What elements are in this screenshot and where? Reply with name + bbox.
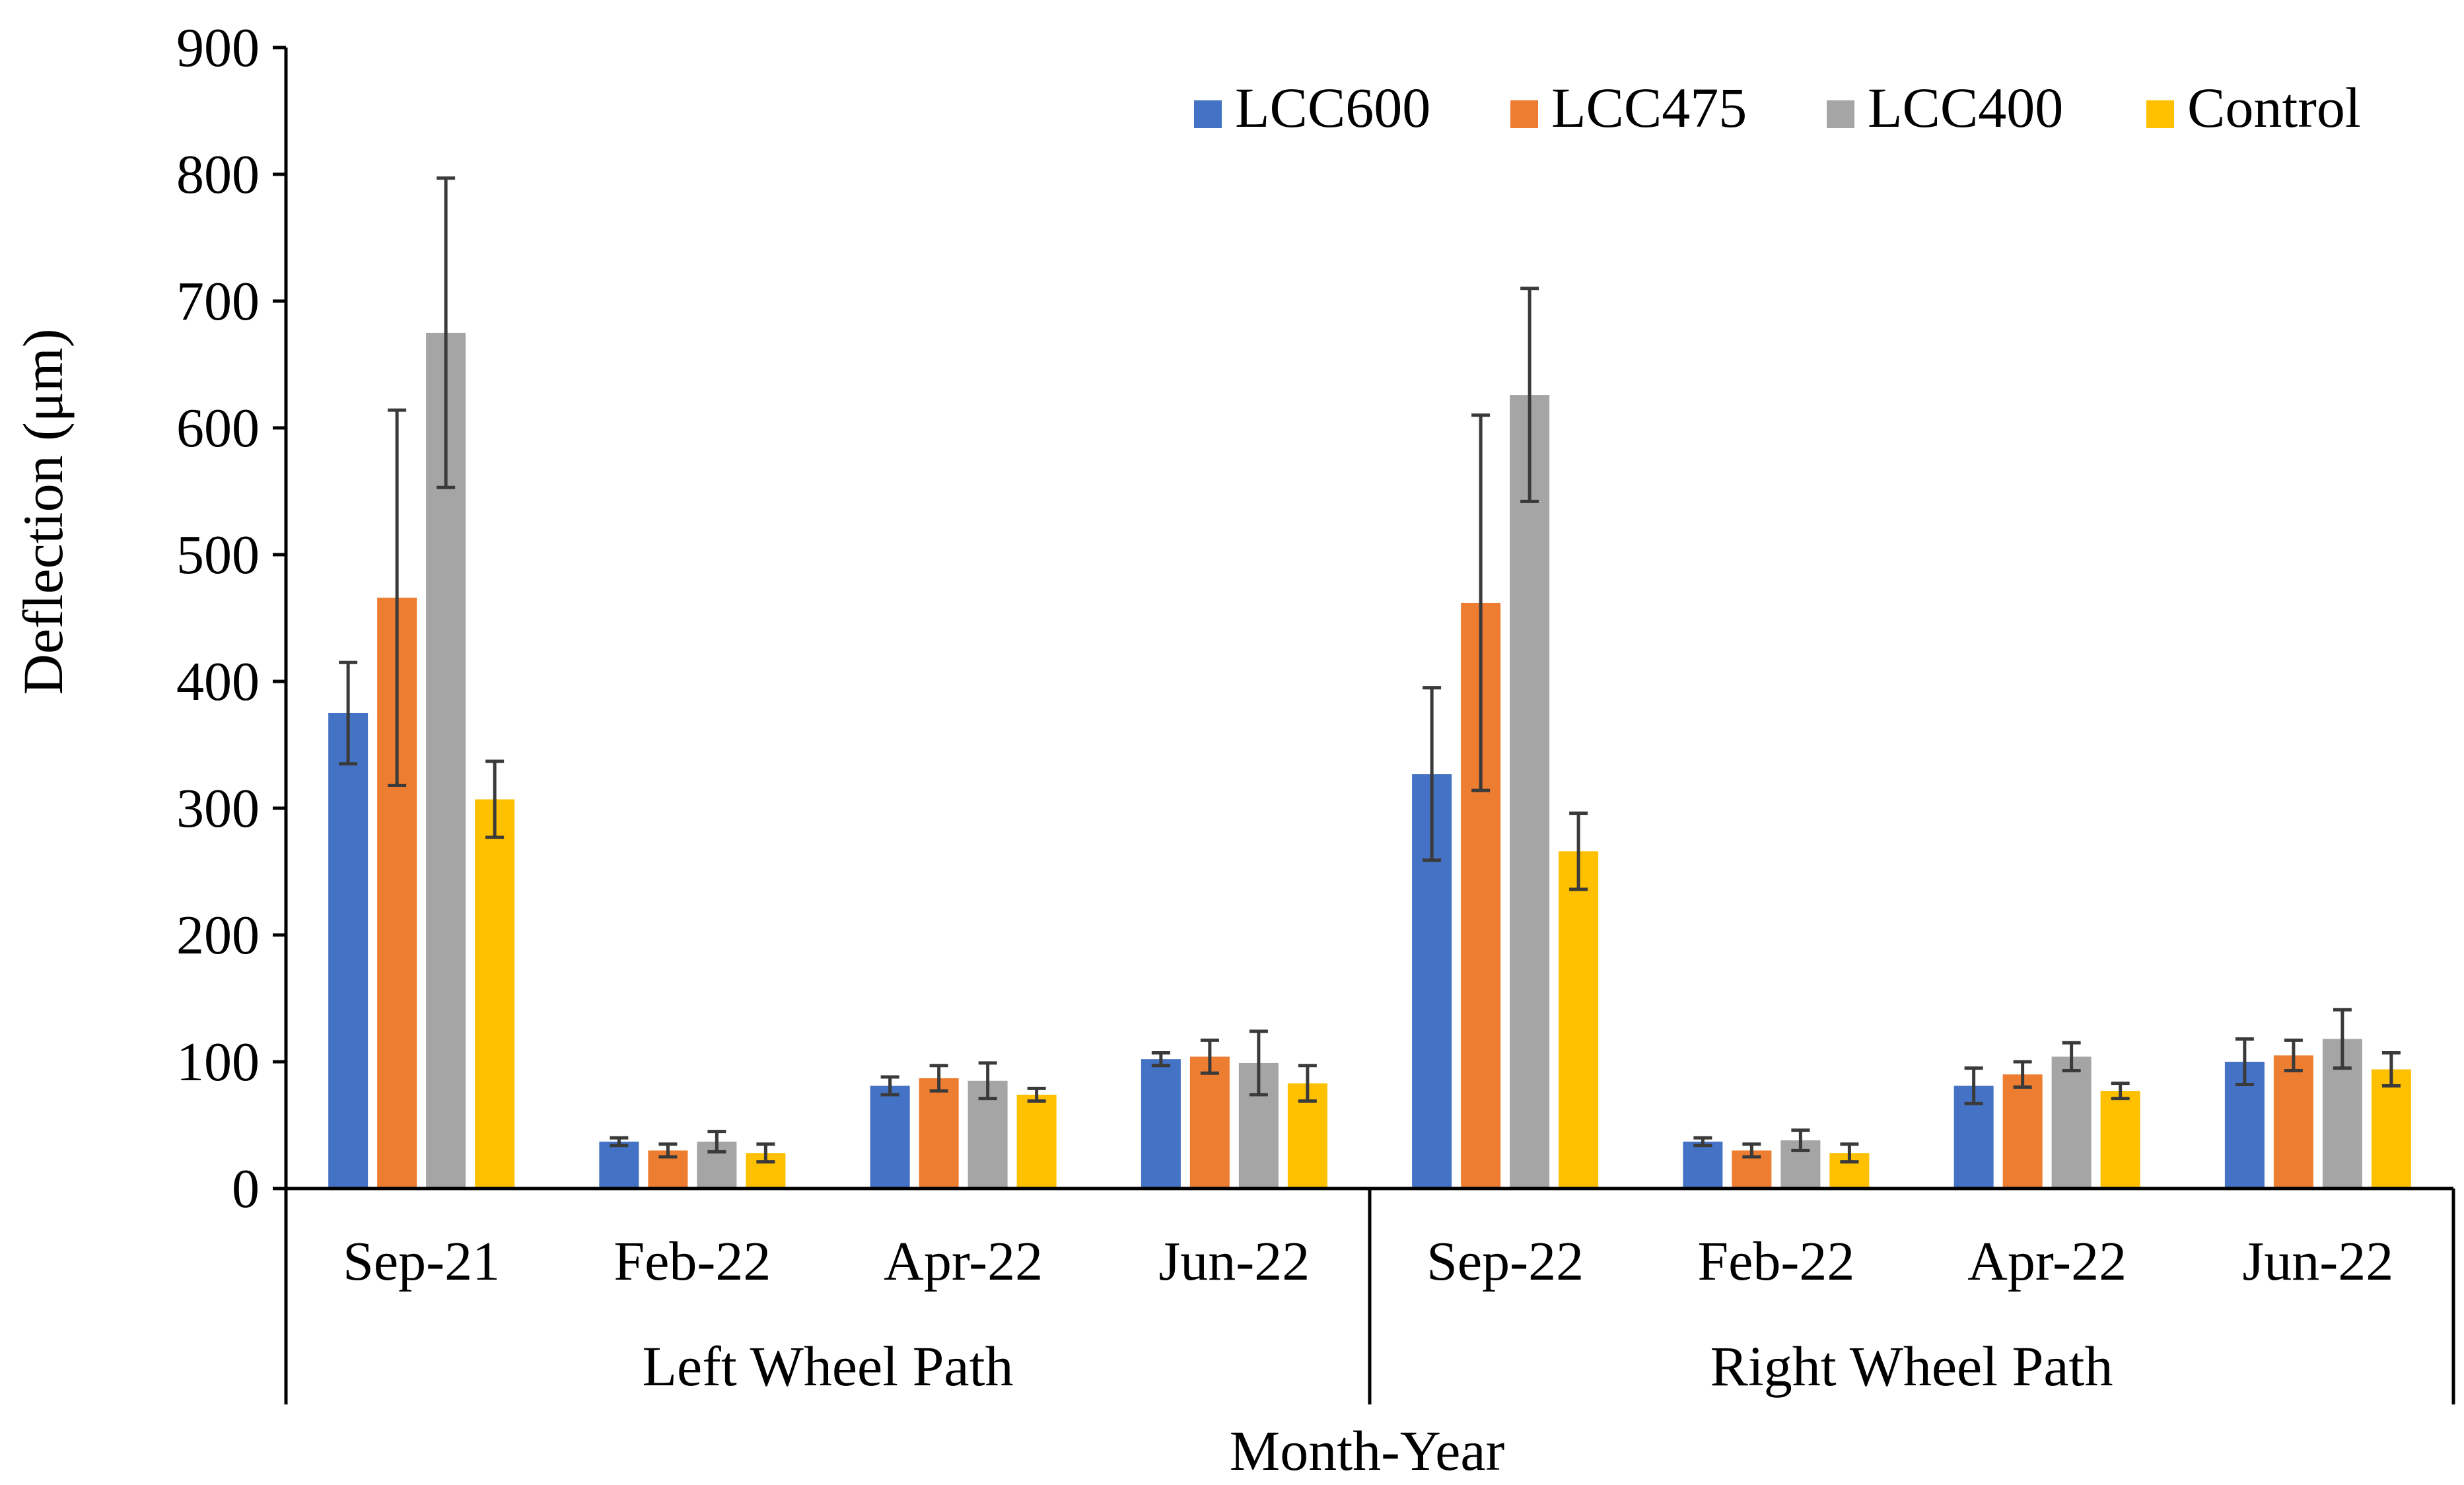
error-bar-lcc475-7: [2284, 1038, 2303, 1072]
error-bar-lcc475-0: [388, 408, 407, 787]
error-bar-lcc400-1: [707, 1130, 726, 1154]
error-bar-lcc475-2: [929, 1064, 948, 1093]
y-tick-label: 700: [176, 271, 260, 332]
bar-lcc400-6: [2051, 1056, 2092, 1189]
legend-swatch: [1827, 100, 1854, 128]
error-bar-lcc600-0: [339, 660, 358, 766]
error-bar-lcc400-7: [2333, 1008, 2352, 1070]
error-bar-control-1: [756, 1142, 775, 1164]
x-axis-group-labels: Left Wheel Path Right Wheel Path: [284, 1189, 2455, 1404]
x-category-label: Apr-22: [1967, 1231, 2127, 1292]
x-category-label: Feb-22: [1697, 1231, 1854, 1292]
error-bar-control-2: [1027, 1086, 1046, 1103]
legend-label: LCC600: [1235, 76, 1430, 139]
legend-item-lcc475: LCC475: [1510, 76, 1747, 139]
error-bar-control-5: [1840, 1142, 1859, 1164]
y-tick-label: 100: [176, 1031, 260, 1093]
legend-swatch: [2146, 100, 2174, 128]
bar-control-6: [2100, 1091, 2140, 1189]
bar-lcc600-1: [599, 1141, 639, 1189]
bar-control-7: [2371, 1069, 2411, 1189]
x-category-label: Jun-22: [1159, 1231, 1310, 1292]
legend-swatch: [1194, 100, 1222, 128]
error-bar-control-6: [2111, 1082, 2130, 1101]
error-bar-control-0: [485, 759, 505, 839]
error-bar-lcc400-5: [1791, 1128, 1810, 1152]
error-bar-lcc400-6: [2062, 1041, 2081, 1072]
y-tick-label: 0: [232, 1158, 260, 1220]
legend-label: Control: [2187, 76, 2361, 139]
bar-lcc600-3: [1141, 1059, 1181, 1189]
y-tick-label: 800: [176, 144, 260, 205]
bar-lcc475-2: [919, 1078, 959, 1189]
x-group-label: Left Wheel Path: [643, 1334, 1014, 1398]
bar-control-0: [475, 799, 515, 1189]
bar-control-2: [1016, 1094, 1057, 1189]
error-bar-lcc600-4: [1423, 686, 1442, 862]
bar-lcc600-5: [1683, 1141, 1723, 1189]
error-bar-control-7: [2381, 1051, 2401, 1088]
bar-lcc400-4: [1510, 395, 1550, 1189]
x-group-label: Right Wheel Path: [1710, 1334, 2113, 1398]
error-bars: [339, 176, 2401, 1164]
bar-lcc600-2: [870, 1086, 910, 1189]
legend-item-control: Control: [2146, 76, 2361, 139]
y-tick-label: 400: [176, 651, 260, 712]
y-tick-label: 600: [176, 397, 260, 459]
x-category-label: Jun-22: [2243, 1231, 2394, 1292]
error-bar-lcc400-3: [1249, 1029, 1268, 1097]
y-tick-label: 200: [176, 905, 260, 966]
axes: [284, 48, 2453, 1191]
error-bar-control-3: [1298, 1064, 1317, 1103]
y-tick-label: 900: [176, 17, 260, 79]
error-bar-control-4: [1569, 812, 1588, 891]
error-bar-lcc475-6: [2013, 1060, 2032, 1089]
x-category-label: Sep-22: [1426, 1231, 1584, 1292]
bar-lcc475-6: [2002, 1074, 2043, 1189]
legend-label: LCC475: [1551, 76, 1747, 139]
error-bar-lcc600-6: [1964, 1066, 1983, 1105]
x-category-label: Apr-22: [884, 1231, 1043, 1292]
error-bar-lcc475-1: [658, 1142, 678, 1159]
y-axis-ticks: 0 100 200 300 400 500 600 700 800 900: [176, 17, 286, 1220]
error-bar-lcc475-3: [1200, 1038, 1219, 1075]
error-bar-lcc600-1: [610, 1136, 629, 1148]
bar-series: [328, 333, 2411, 1189]
bar-lcc600-0: [328, 713, 369, 1189]
legend: LCC600 LCC475 LCC400 Control: [1194, 76, 2361, 139]
error-bar-lcc400-0: [437, 176, 456, 489]
y-axis-title: Deflection (μm): [11, 329, 75, 695]
error-bar-lcc600-2: [880, 1075, 899, 1097]
error-bar-lcc475-4: [1471, 413, 1491, 792]
y-tick-label: 500: [176, 524, 260, 586]
bar-lcc475-7: [2273, 1055, 2313, 1189]
error-bar-lcc600-7: [2235, 1037, 2254, 1087]
error-bar-lcc400-4: [1520, 287, 1539, 503]
x-category-label: Sep-21: [343, 1231, 500, 1292]
x-axis-title: Month-Year: [1230, 1419, 1504, 1482]
error-bar-lcc400-2: [978, 1061, 997, 1101]
y-tick-label: 300: [176, 778, 260, 839]
bar-control-4: [1559, 851, 1599, 1189]
error-bar-lcc475-5: [1742, 1142, 1761, 1159]
legend-item-lcc400: LCC400: [1827, 76, 2063, 139]
legend-item-lcc600: LCC600: [1194, 76, 1430, 139]
bar-lcc475-3: [1189, 1056, 1230, 1189]
legend-label: LCC400: [1868, 76, 2063, 139]
x-category-label: Feb-22: [614, 1231, 771, 1292]
x-axis-category-labels: Sep-21 Feb-22 Apr-22 Jun-22 Sep-22 Feb-22 Apr-…: [343, 1231, 2393, 1292]
error-bar-lcc600-5: [1693, 1136, 1712, 1148]
error-bar-lcc600-3: [1151, 1051, 1170, 1068]
legend-swatch: [1510, 100, 1538, 128]
